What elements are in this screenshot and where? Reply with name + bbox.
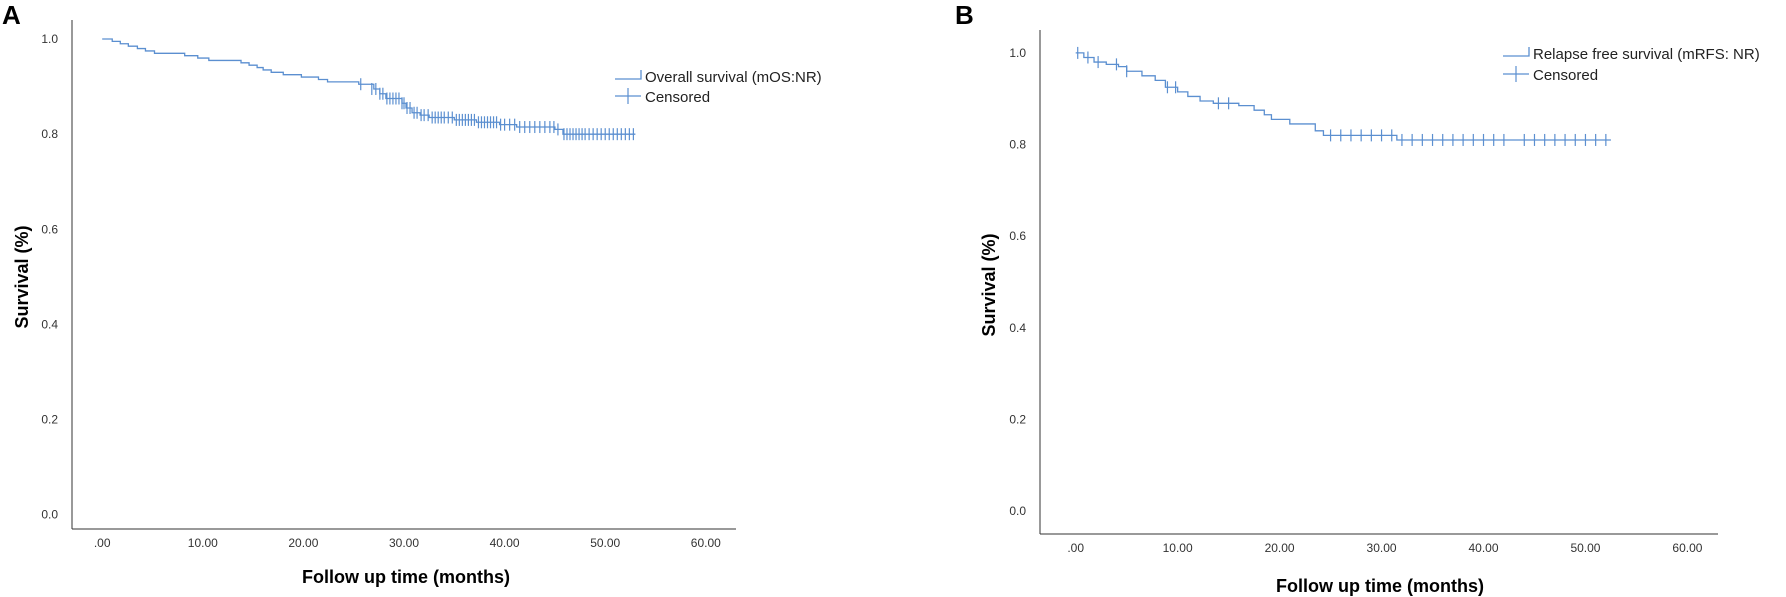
panel-a-legend: Overall survival (mOS:NR) Censored	[615, 69, 822, 106]
overall-survival-curve	[102, 38, 636, 135]
panel-b-legend: Relapse free survival (mRFS: NR) Censore…	[1503, 46, 1760, 84]
y-tick-label: 0.6	[1009, 229, 1026, 243]
x-tick-label: 50.00	[1570, 541, 1600, 555]
y-tick-label: 0.2	[41, 413, 58, 427]
y-tick-label: 1.0	[41, 32, 58, 46]
x-tick-label: 40.00	[490, 536, 520, 550]
panel-b-y-tick-labels: 0.0 0.2 0.4 0.6 0.8 1.0	[1009, 46, 1026, 518]
panel-a-overall-survival: A 0.0 0.2 0.4 0.6 0.8 1.0 .00 10.00 20.00 30.00 4…	[2, 0, 822, 587]
panel-a-y-tick-labels: 0.0 0.2 0.4 0.6 0.8 1.0	[41, 32, 58, 522]
x-tick-label: 60.00	[1672, 541, 1702, 555]
panel-a-x-axis-title: Follow up time (months)	[302, 567, 510, 587]
y-tick-label: 0.0	[41, 508, 58, 522]
x-tick-label: 10.00	[188, 536, 218, 550]
panel-a-y-axis-title: Survival (%)	[12, 225, 32, 328]
legend-curve-swatch-icon	[615, 70, 642, 80]
relapse-free-survival-curve	[1075, 52, 1611, 141]
x-tick-label: .00	[94, 536, 111, 550]
x-tick-label: 20.00	[288, 536, 318, 550]
x-tick-label: 30.00	[389, 536, 419, 550]
y-tick-label: 1.0	[1009, 46, 1026, 60]
relapse-free-survival-censor-marks	[1077, 46, 1607, 146]
y-tick-label: 0.0	[1009, 504, 1026, 518]
x-tick-label: 10.00	[1163, 541, 1193, 555]
y-tick-label: 0.8	[41, 127, 58, 141]
y-tick-label: 0.6	[41, 222, 58, 236]
y-tick-label: 0.8	[1009, 138, 1026, 152]
overall-survival-censor-marks	[360, 78, 634, 141]
panel-b-relapse-free-survival: B 0.0 0.2 0.4 0.6 0.8 1.0 .00 10.00 20.00 30.00 4…	[955, 0, 1760, 596]
x-tick-label: 60.00	[691, 536, 721, 550]
x-tick-label: 50.00	[590, 536, 620, 550]
panel-a-legend-curve-label: Overall survival (mOS:NR)	[645, 69, 822, 86]
x-tick-label: 30.00	[1367, 541, 1397, 555]
x-tick-label: .00	[1067, 541, 1084, 555]
panel-b-x-tick-labels: .00 10.00 20.00 30.00 40.00 50.00 60.00	[1067, 541, 1702, 555]
legend-curve-swatch-icon	[1503, 47, 1530, 57]
x-tick-label: 20.00	[1265, 541, 1295, 555]
panel-b-letter: B	[955, 0, 974, 30]
panel-a-legend-censored-label: Censored	[645, 89, 710, 106]
panel-b-legend-curve-label: Relapse free survival (mRFS: NR)	[1533, 46, 1760, 63]
x-tick-label: 40.00	[1468, 541, 1498, 555]
y-tick-label: 0.4	[41, 317, 58, 331]
panel-a-letter: A	[2, 0, 21, 30]
panel-a-x-tick-labels: .00 10.00 20.00 30.00 40.00 50.00 60.00	[94, 536, 721, 550]
y-tick-label: 0.2	[1009, 412, 1026, 426]
y-tick-label: 0.4	[1009, 321, 1026, 335]
panel-b-y-axis-title: Survival (%)	[979, 233, 999, 336]
panel-b-legend-censored-label: Censored	[1533, 67, 1598, 84]
panel-b-x-axis-title: Follow up time (months)	[1276, 576, 1484, 596]
